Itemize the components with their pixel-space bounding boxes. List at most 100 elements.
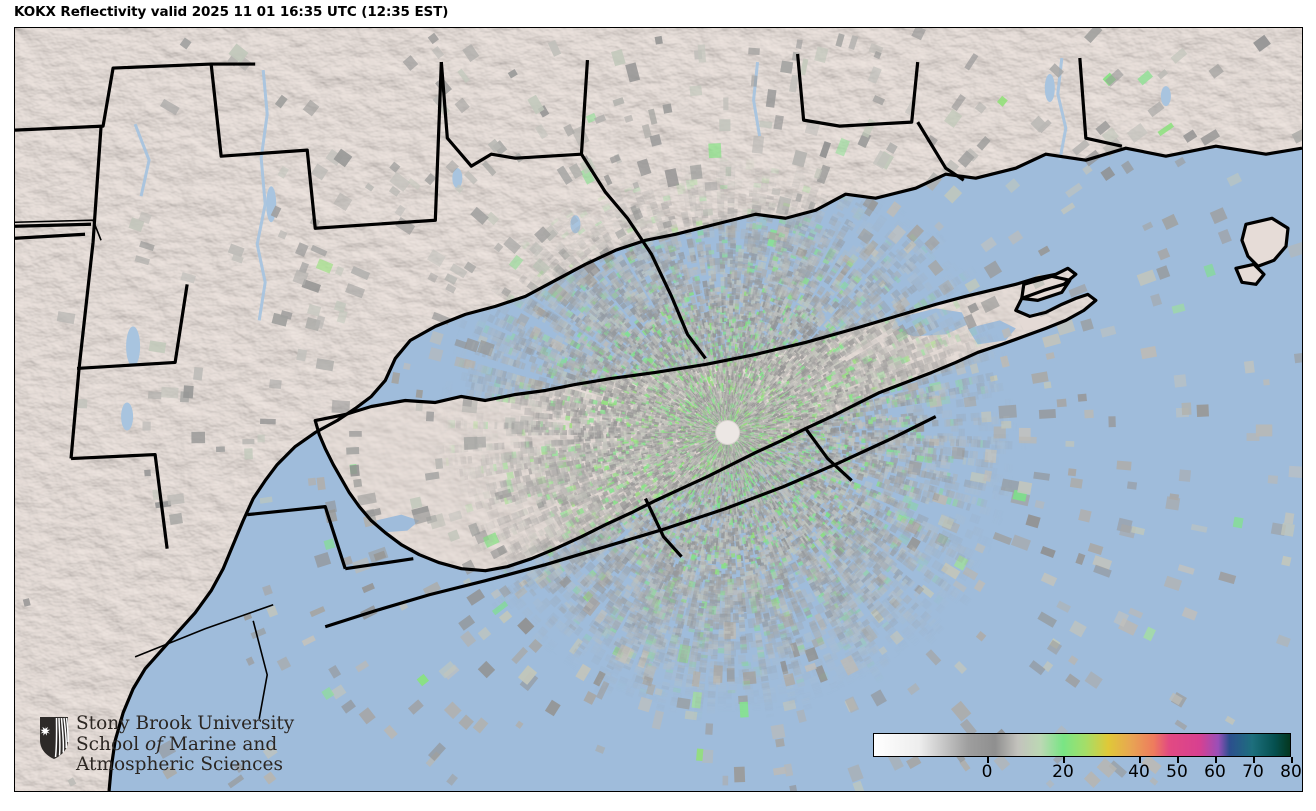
map-frame[interactable]: Stony Brook University School of Marine …	[14, 27, 1303, 792]
radar-echo-cell	[689, 85, 703, 97]
radar-echo-cell	[710, 573, 715, 577]
radar-echo-cell	[462, 44, 480, 62]
radar-echo-cell	[449, 263, 468, 279]
radar-echo-cell	[334, 266, 345, 276]
radar-echo-cell	[1101, 127, 1119, 145]
radar-echo-cell	[959, 759, 971, 772]
radar-echo-cell	[507, 68, 518, 79]
radar-echo-cell	[485, 211, 500, 226]
radar-echo-cell	[336, 309, 348, 324]
radar-echo-cell	[1208, 63, 1224, 79]
radar-echo-cell	[906, 755, 922, 770]
radar-echo-cell	[314, 552, 332, 568]
radar-echo-cell	[1069, 477, 1083, 489]
radar-echo-cell	[156, 740, 177, 759]
radar-echo-cell	[751, 135, 765, 154]
radar-echo-cell	[735, 567, 741, 571]
radar-echo-cell	[944, 185, 963, 204]
radar-echo-cell	[706, 709, 715, 714]
radar-echo-cell	[1100, 325, 1117, 338]
radar-echo-cell	[358, 707, 376, 725]
radar-echo-cell	[330, 684, 347, 700]
radar-echo-cell	[355, 660, 370, 673]
radar-echo-cell	[1083, 771, 1101, 788]
radar-echo-cell	[998, 404, 1017, 419]
radar-echo-cell	[819, 141, 832, 159]
radar-echo-cell	[345, 283, 366, 299]
radar-echo-cell	[835, 33, 845, 48]
radar-echo-cell	[1031, 371, 1049, 384]
radar-echo-cell	[1232, 516, 1244, 529]
radar-echo-cell	[1281, 555, 1292, 567]
radar-echo-cell	[983, 260, 1003, 279]
radar-echo-cell	[1069, 620, 1087, 638]
radar-echo-cell	[1170, 47, 1188, 64]
map-canvas[interactable]	[15, 28, 1302, 791]
radar-echo-cell	[477, 660, 496, 679]
radar-echo-cell	[1136, 269, 1157, 287]
radar-echo-cell	[950, 700, 972, 722]
radar-echo-cell	[56, 311, 76, 325]
radar-echo-cell	[972, 451, 979, 459]
radar-echo-cell	[1010, 534, 1031, 551]
radar-echo-cell	[773, 114, 784, 130]
radar-echo-cell	[1056, 398, 1067, 408]
radar-echo-cell	[595, 744, 606, 754]
radar-echo-cell	[315, 358, 335, 372]
radar-echo-cell	[77, 398, 88, 409]
radar-echo-cell	[388, 185, 401, 197]
radar-echo-cell	[951, 93, 966, 112]
radar-echo-cell	[748, 47, 760, 56]
radar-echo-cell	[191, 431, 206, 444]
radar-echo-cell	[1037, 245, 1051, 257]
radar-echo-cell	[1126, 481, 1138, 490]
radar-echo-cell	[1200, 129, 1221, 146]
radar-echo-cell	[1108, 416, 1116, 428]
radar-echo-cell	[878, 646, 888, 656]
radar-echo-cell	[662, 103, 673, 114]
radar-echo-cell	[415, 389, 423, 399]
radar-echo-cell	[719, 119, 731, 132]
radar-echo-cell	[1075, 552, 1086, 566]
radar-echo-cell	[750, 75, 758, 87]
radar-echo-cell	[1284, 512, 1295, 525]
radar-echo-cell	[429, 330, 444, 346]
radar-echo-cell	[957, 150, 975, 168]
radar-echo-cell	[1143, 626, 1156, 642]
radar-echo-cell	[257, 434, 265, 443]
radar-echo-cell	[744, 555, 749, 560]
radar-echo-cell	[447, 274, 458, 284]
radar-echo-cell	[1156, 265, 1171, 280]
radar-echo-cell	[269, 379, 282, 389]
radar-echo-cell	[260, 418, 276, 425]
radar-echo-cell	[307, 477, 317, 486]
radar-echo-cell	[1005, 178, 1021, 194]
radar-echo-cell	[1243, 360, 1255, 374]
radar-echo-cell	[296, 348, 308, 362]
radar-echo-cell	[1196, 404, 1209, 417]
radar-echo-cell	[708, 684, 717, 691]
page-title: KOKX Reflectivity valid 2025 11 01 16:35…	[14, 4, 449, 20]
radar-echo-cell	[155, 500, 172, 509]
radar-echo-cell	[1165, 496, 1181, 511]
radar-echo-cell	[1084, 28, 1103, 44]
radar-echo-cell	[1131, 526, 1146, 536]
radar-echo-cell	[907, 683, 920, 696]
title-bar: KOKX Reflectivity valid 2025 11 01 16:35…	[0, 0, 1316, 26]
radar-echo-cell	[445, 283, 457, 294]
radar-echo-cell	[1040, 545, 1056, 559]
radar-echo-cell	[964, 53, 979, 71]
radar-echo-cell	[134, 255, 150, 266]
radar-echo-cell	[271, 312, 289, 327]
radar-echo-cell	[714, 551, 719, 559]
radar-echo-cell	[1224, 715, 1236, 725]
radar-echo-cell	[167, 493, 185, 506]
radar-echo-cell	[270, 205, 282, 219]
radar-echo-cell	[609, 154, 621, 164]
radar-echo-cell	[234, 762, 245, 773]
radar-echo-cell	[873, 51, 882, 60]
radar-echo-cell	[162, 765, 178, 780]
radar-echo-cell	[739, 627, 746, 632]
radar-echo-cell	[1020, 441, 1027, 451]
